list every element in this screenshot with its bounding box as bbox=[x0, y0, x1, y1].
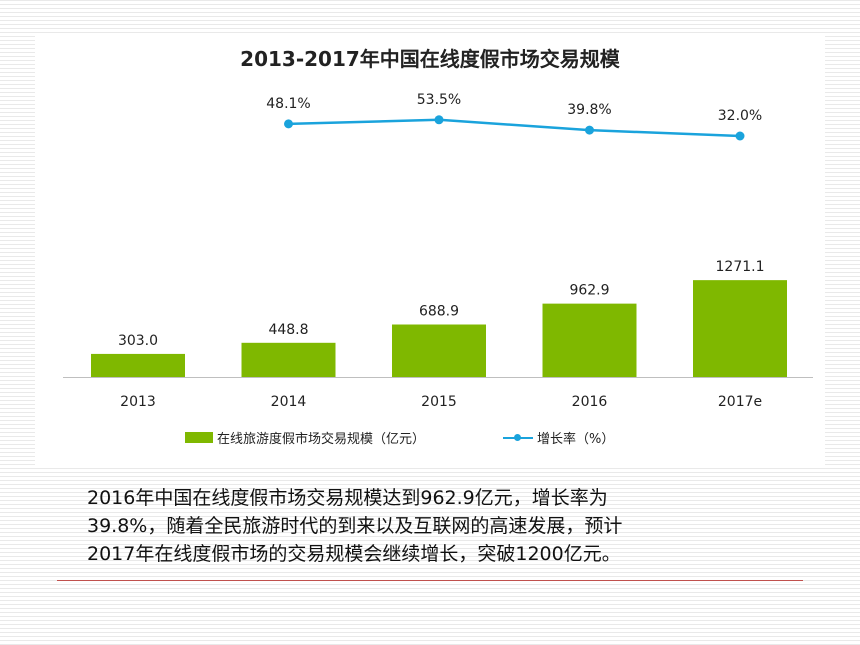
chart-plot: 303.0 448.8 688.9 962.9 1271.1 2013 2014 2015 20… bbox=[63, 92, 813, 410]
legend-bar-swatch bbox=[185, 431, 213, 443]
bar-value-label: 1271.1 bbox=[716, 259, 765, 275]
growth-point bbox=[284, 119, 293, 129]
legend-item-line: 增长率（%） bbox=[503, 428, 614, 447]
caption-line: 2017年在线度假市场的交易规模会继续增长，突破1200亿元。 bbox=[87, 543, 621, 565]
divider-line bbox=[57, 580, 803, 581]
bar-value-label: 303.0 bbox=[118, 333, 158, 349]
growth-point bbox=[735, 131, 745, 141]
chart-panel: 2013-2017年中国在线度假市场交易规模 303.0 448.8 688.9 96… bbox=[35, 35, 825, 465]
bar bbox=[91, 353, 185, 377]
x-tick-label: 2015 bbox=[421, 394, 457, 410]
caption-line: 2016年中国在线度假市场交易规模达到962.9亿元，增长率为 bbox=[87, 487, 608, 509]
growth-line bbox=[288, 118, 741, 138]
legend-line-swatch bbox=[503, 432, 534, 443]
bar-value-label: 688.9 bbox=[419, 304, 459, 320]
legend-line-label: 增长率（%） bbox=[537, 431, 615, 447]
caption-text: 2016年中国在线度假市场交易规模达到962.9亿元，增长率为 39.8%，随着… bbox=[87, 484, 787, 568]
x-tick-label: 2017e bbox=[718, 394, 762, 410]
caption-line: 39.8%，随着全民旅游时代的到来以及互联网的高速发展，预计 bbox=[87, 515, 623, 537]
bar bbox=[542, 303, 637, 377]
bar bbox=[392, 324, 486, 377]
growth-value-label: 39.8% bbox=[567, 102, 611, 118]
bar bbox=[241, 342, 336, 377]
growth-value-label: 53.5% bbox=[417, 92, 461, 108]
chart-title: 2013-2017年中国在线度假市场交易规模 bbox=[240, 47, 620, 71]
x-tick-label: 2016 bbox=[572, 394, 608, 410]
legend-bar-label: 在线旅游度假市场交易规模（亿元） bbox=[217, 431, 426, 447]
growth-value-label: 32.0% bbox=[718, 108, 762, 124]
growth-point bbox=[434, 115, 444, 125]
x-tick-label: 2013 bbox=[120, 394, 156, 410]
growth-value-label: 48.1% bbox=[266, 96, 310, 112]
x-tick-label: 2014 bbox=[271, 394, 307, 410]
growth-point bbox=[585, 125, 594, 135]
bar bbox=[693, 280, 787, 377]
bar-value-label: 962.9 bbox=[569, 283, 609, 299]
chart-legend: 在线旅游度假市场交易规模（亿元） 增长率（%） bbox=[185, 427, 692, 447]
legend-item-bar: 在线旅游度假市场交易规模（亿元） bbox=[185, 428, 425, 447]
bar-value-label: 448.8 bbox=[268, 322, 308, 338]
